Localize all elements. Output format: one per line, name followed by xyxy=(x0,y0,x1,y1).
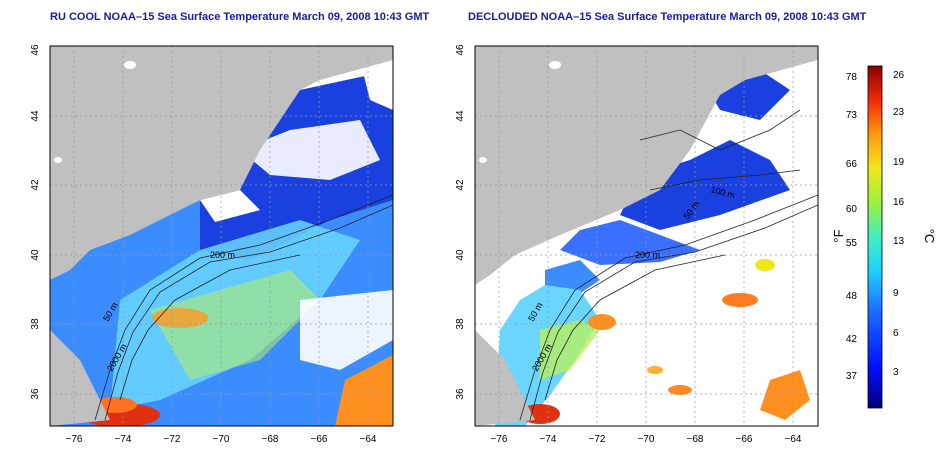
left-ocean-warm xyxy=(150,270,320,380)
right-map-panel xyxy=(475,46,818,426)
svg-text:60: 60 xyxy=(846,204,858,215)
svg-text:3: 3 xyxy=(893,367,899,378)
left-gridlines xyxy=(50,46,393,426)
svg-text:−74: −74 xyxy=(115,434,132,445)
right-bathymetry-contours xyxy=(519,109,818,421)
svg-text:44: 44 xyxy=(30,110,41,122)
svg-text:66: 66 xyxy=(846,159,858,170)
right-warm-patch xyxy=(755,259,775,271)
svg-text:−72: −72 xyxy=(589,434,606,445)
left-warm-patch xyxy=(152,308,208,328)
right-warm-patch xyxy=(668,385,692,395)
svg-text:−72: −72 xyxy=(164,434,181,445)
left-cloud xyxy=(240,120,380,180)
svg-text:42: 42 xyxy=(846,334,858,345)
left-cloud xyxy=(360,55,393,110)
right-warm-patch xyxy=(588,314,616,330)
svg-text:44: 44 xyxy=(455,110,466,122)
right-warm-patch xyxy=(722,293,758,307)
right-warm-patch xyxy=(647,366,663,374)
svg-text:78: 78 xyxy=(846,72,858,83)
right-lake xyxy=(549,61,561,69)
svg-text:26: 26 xyxy=(893,70,905,81)
svg-text:−70: −70 xyxy=(638,434,655,445)
svg-text:38: 38 xyxy=(455,318,466,330)
svg-text:23: 23 xyxy=(893,107,905,118)
right-contour-label: 200 m xyxy=(635,250,660,260)
left-map-title: RU COOL NOAA–15 Sea Surface Temperature … xyxy=(50,11,430,23)
svg-text:−68: −68 xyxy=(687,434,704,445)
colorbar-gradient xyxy=(867,65,883,409)
colorbar-fahrenheit-label: °F xyxy=(831,229,846,242)
svg-text:−66: −66 xyxy=(736,434,753,445)
right-lake xyxy=(479,157,487,163)
right-y-axis: 46 44 42 40 38 36 xyxy=(455,44,466,400)
svg-text:46: 46 xyxy=(30,44,41,56)
right-land xyxy=(475,46,818,285)
colorbar-fahrenheit-ticks: 78 73 66 60 55 48 42 37 xyxy=(846,72,858,382)
svg-text:38: 38 xyxy=(30,318,41,330)
left-map-panel xyxy=(50,46,393,426)
right-map-title: DECLOUDED NOAA–15 Sea Surface Temperatur… xyxy=(468,11,867,23)
svg-text:9: 9 xyxy=(893,288,899,299)
svg-text:48: 48 xyxy=(846,291,858,302)
left-bathymetry-contours xyxy=(94,194,393,421)
left-land xyxy=(50,330,110,426)
svg-text:−76: −76 xyxy=(66,434,83,445)
svg-text:55: 55 xyxy=(846,238,858,249)
right-land xyxy=(475,330,535,426)
svg-text:−68: −68 xyxy=(262,434,279,445)
left-x-axis: −76 −74 −72 −70 −68 −66 −64 xyxy=(66,434,377,445)
svg-text:−64: −64 xyxy=(360,434,377,445)
svg-text:19: 19 xyxy=(893,157,905,168)
svg-text:36: 36 xyxy=(30,388,41,400)
svg-text:36: 36 xyxy=(455,388,466,400)
svg-text:−66: −66 xyxy=(311,434,328,445)
left-warm-patch xyxy=(335,355,393,426)
left-lake xyxy=(54,157,62,163)
right-ocean-coastal xyxy=(540,320,600,380)
svg-text:46: 46 xyxy=(455,44,466,56)
colorbar-celsius-ticks: 26 23 19 16 13 9 6 3 xyxy=(893,70,905,378)
left-land xyxy=(50,46,393,280)
left-map-frame xyxy=(49,45,394,427)
left-cloud xyxy=(200,190,260,222)
right-gridlines xyxy=(475,46,818,426)
svg-text:42: 42 xyxy=(455,179,466,191)
right-warm-patch xyxy=(760,370,810,420)
left-contour-label: 200 m xyxy=(210,250,235,260)
right-map-frame xyxy=(474,45,819,427)
left-lake xyxy=(124,61,136,69)
svg-text:16: 16 xyxy=(893,197,905,208)
svg-text:73: 73 xyxy=(846,110,858,121)
svg-text:−64: −64 xyxy=(785,434,802,445)
colorbar-celsius-label: °C xyxy=(922,229,937,244)
svg-text:37: 37 xyxy=(846,371,858,382)
svg-text:−76: −76 xyxy=(491,434,508,445)
svg-text:42: 42 xyxy=(30,179,41,191)
svg-text:−74: −74 xyxy=(540,434,557,445)
svg-text:13: 13 xyxy=(893,236,905,247)
left-cloud xyxy=(300,290,393,370)
svg-text:40: 40 xyxy=(455,249,466,261)
svg-text:40: 40 xyxy=(30,249,41,261)
right-ocean-cold xyxy=(560,220,700,265)
left-y-axis: 46 44 42 40 38 36 xyxy=(30,44,41,400)
svg-text:−70: −70 xyxy=(213,434,230,445)
svg-text:6: 6 xyxy=(893,328,899,339)
right-x-axis: −76 −74 −72 −70 −68 −66 −64 xyxy=(491,434,802,445)
